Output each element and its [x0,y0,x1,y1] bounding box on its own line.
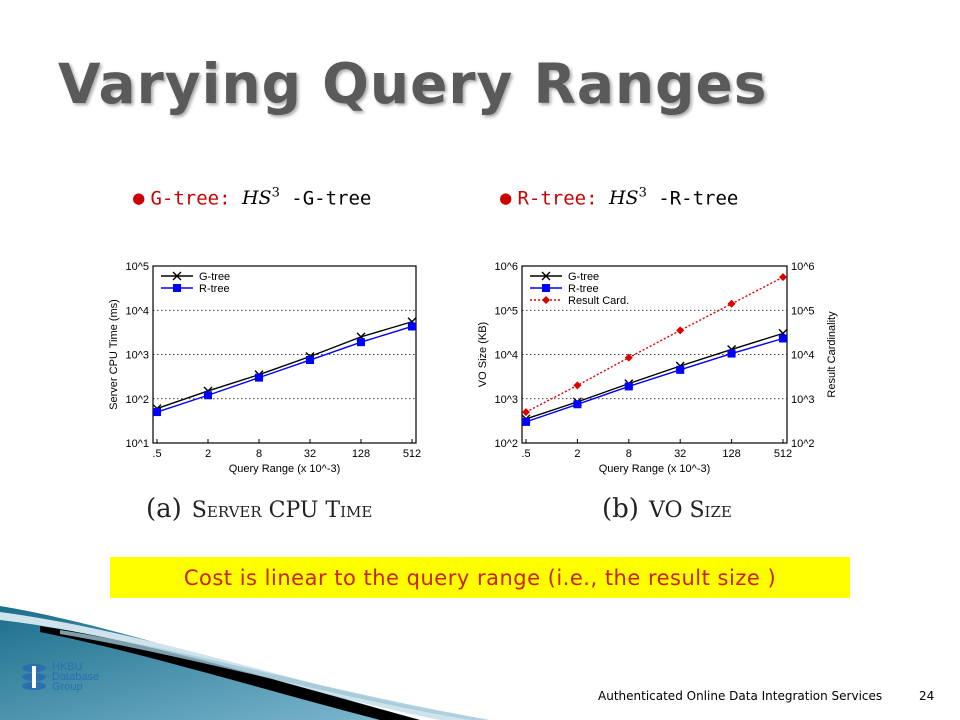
logo-line-2: Database [52,671,100,683]
cpu-time-plot: 10^1 10^2 10^3 10^4 10^5 .5 2 8 32 128 512 Query Ra… [108,261,421,475]
series-line [156,321,413,410]
y-tick-label: 10^6 [494,261,518,273]
slide-title: Varying Query Ranges [58,52,768,116]
y-axis-label: Server CPU Time (ms) [108,299,120,410]
legend-marker [541,271,551,281]
data-point [779,334,787,343]
legend-marker [172,271,182,281]
y-tick-label: 10^2 [494,438,518,450]
y-tick-label: 10^2 [125,394,149,406]
x-axis-label: Query Range (x 10^-3) [229,463,341,475]
bullet-label: G-tree: [150,187,231,210]
chart-vo-size: 10^2 10^2 10^3 10^3 10^4 10^4 10^5 10^5 10^6 10^6… [462,248,862,488]
data-point [573,400,582,409]
data-point [624,382,633,391]
page-number: 24 [919,689,935,703]
x-tick-label: 512 [774,448,792,460]
y-tick-label: 10^1 [125,438,149,450]
y-right-tick-label: 10^2 [791,438,815,450]
legend-label: G-tree [199,271,230,283]
y-tick-label: 10^3 [494,394,518,406]
legend-label: R-tree [568,283,599,295]
data-point [727,299,736,308]
data-point [408,322,416,331]
series-line [525,337,784,423]
highlight-text: Cost is linear to the query range (i.e.,… [183,565,777,590]
y-right-axis-label: Result Cardinality [826,311,838,398]
chart-cpu-time: 10^1 10^2 10^3 10^4 10^5 .5 2 8 32 128 512 Query Ra… [100,248,440,488]
database-group-icon [22,664,46,690]
bullet-math: HS3 [608,186,647,210]
data-point [676,365,685,374]
x-tick-label: 8 [256,448,262,460]
y-right-tick-label: 10^3 [791,394,815,406]
x-tick-label: 128 [352,448,370,460]
bullet-dot-icon: ● [133,187,145,210]
x-axis-label: Query Range (x 10^-3) [599,463,711,475]
data-point [727,349,736,358]
y-tick-label: 10^3 [125,350,149,362]
logo-line-1: HKBU [52,661,83,673]
highlight-box: Cost is linear to the query range (i.e.,… [110,557,850,598]
decorative-swoosh [0,606,490,720]
x-tick-label: 32 [304,448,316,460]
logo-line-3: Group [52,681,83,693]
footer-text: Authenticated Online Data Integration Se… [598,689,883,703]
series-line [156,325,413,413]
data-point [255,373,263,382]
x-tick-label: 512 [403,448,421,460]
data-point [573,381,582,390]
legend-marker [173,284,181,292]
x-tick-label: .5 [152,448,161,460]
series-line [525,332,784,420]
legend-label: R-tree [199,283,230,295]
x-tick-label: 32 [674,448,686,460]
bullet-suffix: -G-tree [279,187,372,210]
data-point [522,408,530,417]
data-point [357,338,365,347]
x-tick-label: .5 [521,448,530,460]
data-point [204,391,212,400]
x-tick-label: 2 [205,448,211,460]
bullet-math: HS3 [241,186,280,210]
data-point [676,326,685,335]
legend-marker [542,284,550,292]
bullet-dot-icon: ● [500,187,512,210]
y-tick-label: 10^4 [125,305,149,317]
y-right-tick-label: 10^5 [791,305,815,317]
caption-a: (a) Server CPU Time [146,494,373,524]
y-tick-label: 10^5 [125,261,149,273]
legend-label: Result Card. [568,295,629,307]
caption-b: (b) VO Size [602,494,732,524]
bullet-rtree: ● R-tree: HS3 -R-tree [500,186,738,209]
plot-frame [152,265,417,444]
y-tick-label: 10^4 [494,350,518,362]
series-line [525,276,784,413]
x-tick-label: 8 [626,448,632,460]
x-tick-label: 128 [722,448,740,460]
data-point [306,356,314,365]
legend-marker [542,296,550,304]
y-right-tick-label: 10^6 [791,261,815,273]
vo-size-plot: 10^2 10^2 10^3 10^3 10^4 10^4 10^5 10^5 10^6 10^6… [477,261,838,475]
legend-label: G-tree [568,271,599,283]
data-point [522,417,530,426]
data-point [624,353,633,362]
bullet-gtree: ● G-tree: HS3 -G-tree [133,186,371,209]
bullet-label: R-tree: [517,187,598,210]
x-tick-label: 2 [574,448,580,460]
data-point [779,273,787,282]
data-point [153,408,161,417]
y-tick-label: 10^5 [494,305,518,317]
y-right-tick-label: 10^4 [791,350,815,362]
bullet-suffix: -R-tree [646,187,739,210]
y-axis-label: VO Size (KB) [477,322,489,387]
hkbu-logo: HKBU Database Group [20,661,100,693]
